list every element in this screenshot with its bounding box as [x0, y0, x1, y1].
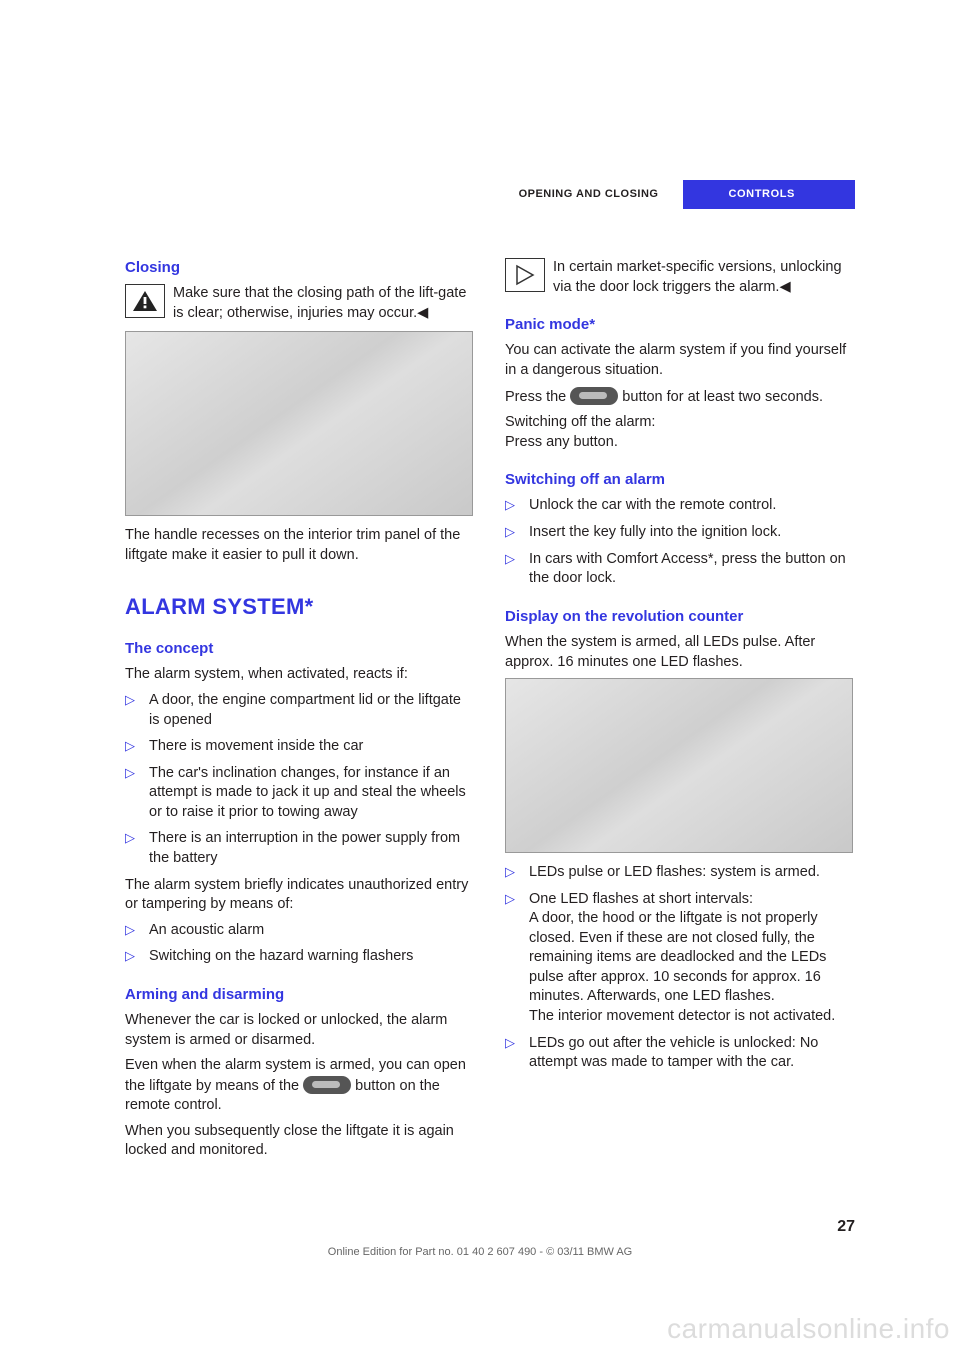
page: OPENING AND CLOSING CONTROLS Closing Mak… — [0, 0, 960, 1358]
warning-icon — [125, 284, 165, 318]
panic-p4: Press any button. — [505, 433, 853, 453]
content-columns: Closing Make sure that the closing path … — [125, 258, 855, 1167]
list-item: LEDs pulse or LED flashes: system is arm… — [505, 863, 853, 883]
heading-closing: Closing — [125, 258, 473, 278]
remote-panic-button-icon — [570, 387, 618, 405]
heading-alarm-system: ALARM SYSTEM* — [125, 592, 473, 622]
list-item: An acoustic alarm — [125, 921, 473, 941]
list-item: There is an interruption in the power su… — [125, 829, 473, 868]
list-item: Unlock the car with the remote control. — [505, 496, 853, 516]
concept-list: A door, the engine compartment lid or th… — [125, 691, 473, 869]
note-block: In certain market-specific versions, unl… — [505, 258, 853, 297]
page-number: 27 — [837, 1216, 855, 1238]
arming-p3: When you subsequently close the liftgate… — [125, 1122, 473, 1161]
list-item: One LED flashes at short intervals: A do… — [505, 890, 853, 1027]
list-item: There is movement inside the car — [125, 737, 473, 757]
list-item: In cars with Comfort Access*, press the … — [505, 550, 853, 589]
list-item: LEDs go out after the vehicle is unlocke… — [505, 1034, 853, 1073]
list-item: A door, the engine compartment lid or th… — [125, 691, 473, 730]
panic-p3: Switching off the alarm: — [505, 413, 853, 433]
figure-caption: The handle recesses on the interior trim… — [125, 526, 473, 565]
note-text: In certain market-specific versions, unl… — [553, 258, 853, 297]
list-item: The car's inclination changes, for insta… — [125, 764, 473, 823]
footer-copyright: Online Edition for Part no. 01 40 2 607 … — [0, 1245, 960, 1260]
arming-p2: Even when the alarm system is armed, you… — [125, 1056, 473, 1116]
caution-block: Make sure that the closing path of the l… — [125, 284, 473, 323]
heading-switch-off: Switching off an alarm — [505, 470, 853, 490]
right-column: In certain market-specific versions, unl… — [505, 258, 853, 1167]
heading-panic: Panic mode* — [505, 315, 853, 335]
concept-tamper-list: An acoustic alarm Switching on the hazar… — [125, 921, 473, 967]
concept-tamper-intro: The alarm system briefly indicates unaut… — [125, 876, 473, 915]
panic-p2a: Press the — [505, 389, 570, 405]
list-item: Switching on the hazard warning flashers — [125, 947, 473, 967]
left-column: Closing Make sure that the closing path … — [125, 258, 473, 1167]
panic-p1: You can activate the alarm system if you… — [505, 341, 853, 380]
panic-p2: Press the button for at least two second… — [505, 387, 853, 408]
note-icon — [505, 258, 545, 292]
heading-display-rev-counter: Display on the revolution counter — [505, 607, 853, 627]
caution-text: Make sure that the closing path of the l… — [173, 284, 473, 323]
arming-p1: Whenever the car is locked or unlocked, … — [125, 1011, 473, 1050]
remote-liftgate-button-icon — [303, 1076, 351, 1094]
panic-p2b: button for at least two seconds. — [618, 389, 823, 405]
list-item: Insert the key fully into the ignition l… — [505, 523, 853, 543]
display-p: When the system is armed, all LEDs pulse… — [505, 633, 853, 672]
header-tab-controls: CONTROLS — [683, 180, 855, 209]
display-list: LEDs pulse or LED flashes: system is arm… — [505, 863, 853, 1073]
figure-liftgate-interior — [125, 331, 473, 516]
header-section: OPENING AND CLOSING — [519, 187, 684, 202]
figure-rev-counter — [505, 678, 853, 853]
concept-intro: The alarm system, when activated, reacts… — [125, 665, 473, 685]
switchoff-list: Unlock the car with the remote control. … — [505, 496, 853, 588]
heading-concept: The concept — [125, 639, 473, 659]
page-header: OPENING AND CLOSING CONTROLS — [519, 180, 855, 209]
heading-arming: Arming and disarming — [125, 985, 473, 1005]
watermark: carmanualsonline.info — [667, 1310, 950, 1348]
